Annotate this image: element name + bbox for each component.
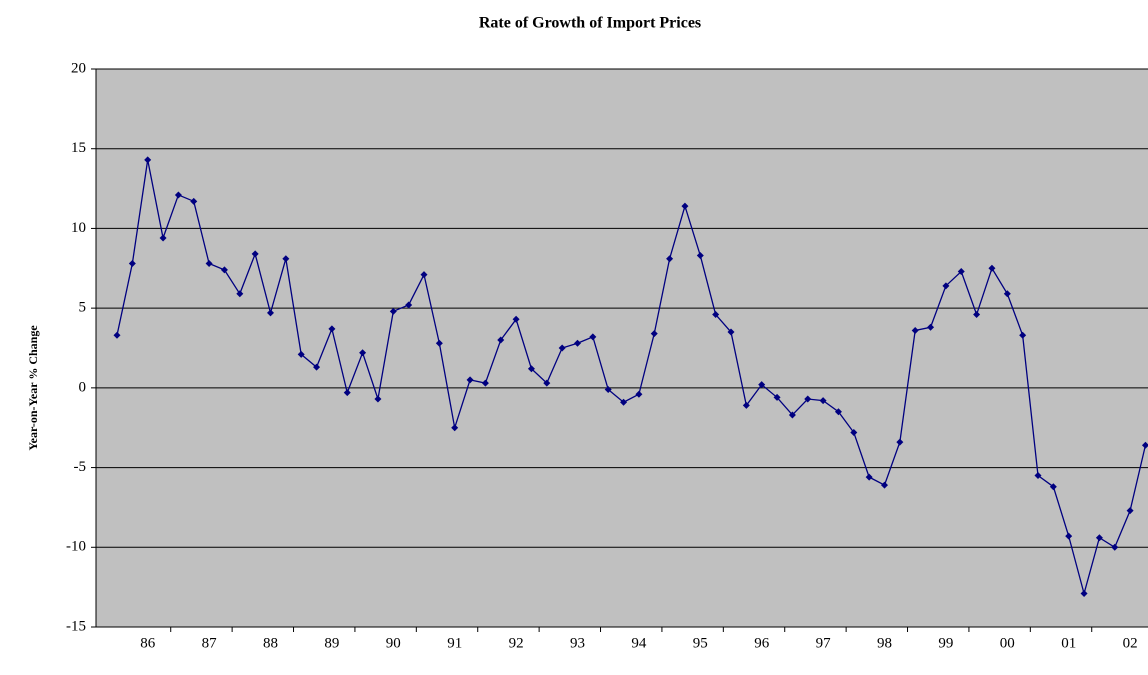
marker <box>635 390 643 398</box>
marker <box>374 395 382 403</box>
y-tick-label: 10 <box>71 220 86 236</box>
x-tick-label: 88 <box>263 635 278 651</box>
x-tick-label: 86 <box>140 635 156 651</box>
marker <box>650 330 658 338</box>
marker <box>497 336 505 344</box>
marker <box>128 260 136 268</box>
x-tick-label: 99 <box>938 635 953 651</box>
marker <box>313 363 321 371</box>
marker <box>819 397 827 405</box>
marker <box>282 255 290 263</box>
marker <box>267 309 274 317</box>
x-tick-label: 01 <box>1061 635 1076 651</box>
x-tick-label: 02 <box>1123 635 1138 651</box>
marker <box>113 331 121 339</box>
marker <box>527 365 535 373</box>
x-tick-label: 96 <box>754 635 770 651</box>
marker <box>865 473 873 481</box>
x-tick-label: 94 <box>631 635 647 651</box>
marker <box>788 411 796 419</box>
line <box>116 159 1147 597</box>
marker <box>988 264 996 272</box>
marker <box>420 271 428 279</box>
marker <box>481 379 489 387</box>
x-tick-label: 00 <box>1000 635 1015 651</box>
marker <box>558 344 566 352</box>
marker <box>190 197 198 205</box>
marker <box>942 282 950 290</box>
marker <box>405 301 413 309</box>
marker <box>727 328 735 336</box>
y-axis-label: Year-on-Year % Change <box>26 325 40 451</box>
marker <box>712 311 720 319</box>
marker <box>144 156 152 164</box>
marker <box>742 401 750 409</box>
x-tick-label: 95 <box>693 635 708 651</box>
marker <box>236 290 244 298</box>
marker <box>359 349 367 357</box>
x-tick-label: 90 <box>386 635 401 651</box>
marker <box>927 323 935 331</box>
marker <box>1141 441 1148 449</box>
y-tick-label: -10 <box>66 539 86 555</box>
y-tick-label: 5 <box>79 300 87 316</box>
y-tick-label: 0 <box>79 379 87 395</box>
marker <box>435 339 443 347</box>
x-tick-label: 97 <box>816 635 832 651</box>
marker <box>343 389 351 397</box>
marker <box>389 307 397 315</box>
x-tick-label: 87 <box>202 635 218 651</box>
marker <box>328 325 336 333</box>
x-tick-label: 93 <box>570 635 585 651</box>
marker <box>957 267 965 275</box>
marker <box>466 376 474 384</box>
marker <box>604 385 612 393</box>
marker <box>1111 543 1119 551</box>
marker <box>451 424 459 432</box>
marker <box>297 350 305 358</box>
marker <box>1049 483 1057 491</box>
marker <box>973 311 981 319</box>
x-tick-label: 91 <box>447 635 462 651</box>
marker <box>804 395 812 403</box>
x-tick-label: 92 <box>509 635 524 651</box>
marker <box>1080 590 1088 598</box>
marker <box>773 393 781 401</box>
y-tick-label: -5 <box>74 459 87 475</box>
marker <box>220 266 228 274</box>
marker <box>512 315 520 323</box>
marker <box>1095 534 1103 542</box>
marker <box>696 252 704 260</box>
y-tick-label: 15 <box>71 140 86 156</box>
marker <box>1126 507 1134 515</box>
plot-area <box>96 69 1148 627</box>
marker <box>681 202 689 210</box>
x-tick-label: 98 <box>877 635 892 651</box>
marker <box>666 255 674 263</box>
marker <box>589 333 597 341</box>
marker <box>834 408 842 416</box>
marker <box>620 398 628 406</box>
chart-title: Rate of Growth of Import Prices <box>479 15 701 32</box>
marker <box>758 381 766 389</box>
marker <box>850 428 858 436</box>
y-tick-label: 20 <box>71 60 86 76</box>
marker <box>543 379 551 387</box>
marker <box>574 339 581 347</box>
marker <box>896 438 904 446</box>
marker <box>174 191 182 199</box>
marker <box>159 234 167 242</box>
marker <box>1065 532 1073 540</box>
marker <box>1034 472 1042 480</box>
marker <box>881 481 888 489</box>
y-tick-label: -15 <box>66 618 86 634</box>
marker <box>251 250 259 258</box>
marker <box>1019 331 1027 339</box>
marker <box>205 260 213 268</box>
marker <box>911 326 919 334</box>
marker <box>1003 290 1011 298</box>
x-tick-label: 89 <box>324 635 339 651</box>
